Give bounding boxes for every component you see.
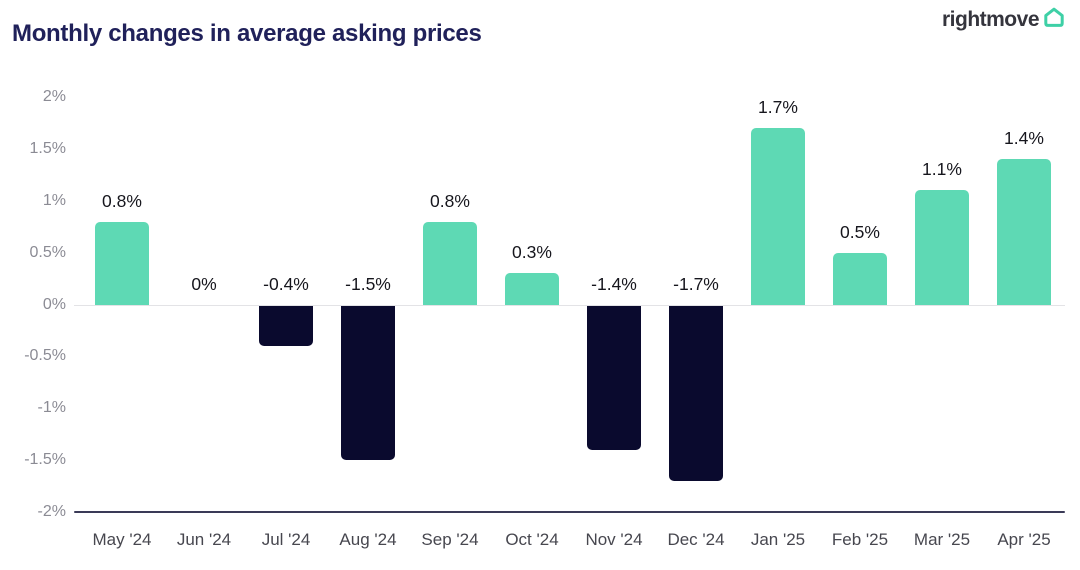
x-axis-baseline [74, 511, 1065, 513]
rightmove-logo: rightmove [941, 7, 1066, 32]
logo-text: rightmove [941, 8, 1040, 31]
bar-value-label: 1.4% [1004, 128, 1044, 149]
bar-value-label: -1.5% [345, 273, 391, 294]
x-axis-tick-label: Apr '25 [997, 530, 1051, 549]
bar-value-label: 0.8% [430, 190, 470, 211]
chart-bar [423, 221, 477, 305]
chart-bar [587, 305, 641, 450]
x-axis-tick-label: Aug '24 [339, 530, 397, 549]
bar-value-label: 0% [191, 273, 217, 294]
x-axis-tick-label: May '24 [92, 530, 152, 549]
chart-bar [915, 190, 969, 305]
x-axis-tick-label: Mar '25 [913, 530, 971, 549]
chart-bar [95, 221, 149, 305]
home-icon [1044, 7, 1064, 27]
y-axis-tick-label: 2% [42, 88, 66, 105]
y-axis-tick-label: -0.5% [24, 347, 66, 365]
bar-value-label: -0.4% [263, 273, 309, 294]
x-axis-tick-label: Jan '25 [750, 530, 806, 549]
chart-bar [997, 159, 1051, 305]
bar-value-label: 1.7% [758, 97, 798, 118]
y-axis-tick-label: -1.5% [24, 451, 66, 469]
y-axis-tick-label: -1% [37, 399, 66, 417]
x-axis-tick-label: Dec '24 [667, 530, 725, 549]
x-axis-tick-label: Oct '24 [505, 530, 559, 549]
zero-gridline [74, 305, 1065, 306]
x-axis-tick-label: Feb '25 [831, 530, 889, 549]
y-axis-tick-label: 1.5% [29, 139, 66, 157]
bar-value-label: 0.3% [512, 242, 552, 263]
bar-value-label: -1.4% [591, 273, 637, 294]
y-axis-tick-label: 0.5% [29, 243, 66, 261]
chart-bar [505, 273, 559, 305]
y-axis-tick-label: -2% [37, 503, 66, 520]
chart-title: Monthly changes in average asking prices [12, 20, 482, 47]
y-axis-tick-label: 1% [42, 191, 66, 209]
chart-bar [751, 128, 805, 305]
chart-bar [669, 305, 723, 481]
chart-bar [259, 305, 313, 346]
y-axis-tick-label: 0% [42, 295, 66, 313]
x-axis-tick-label: Sep '24 [421, 530, 479, 549]
chart-bar [833, 252, 887, 305]
chart-bar [341, 305, 395, 461]
bar-value-label: 0.5% [840, 221, 880, 242]
bar-value-label: -1.7% [673, 273, 719, 294]
x-axis-tick-label: Nov '24 [585, 530, 643, 549]
bar-value-label: 1.1% [922, 159, 962, 180]
x-axis-tick-label: Jun '24 [176, 530, 232, 549]
x-axis-tick-label: Jul '24 [261, 530, 311, 549]
bar-value-label: 0.8% [102, 190, 142, 211]
